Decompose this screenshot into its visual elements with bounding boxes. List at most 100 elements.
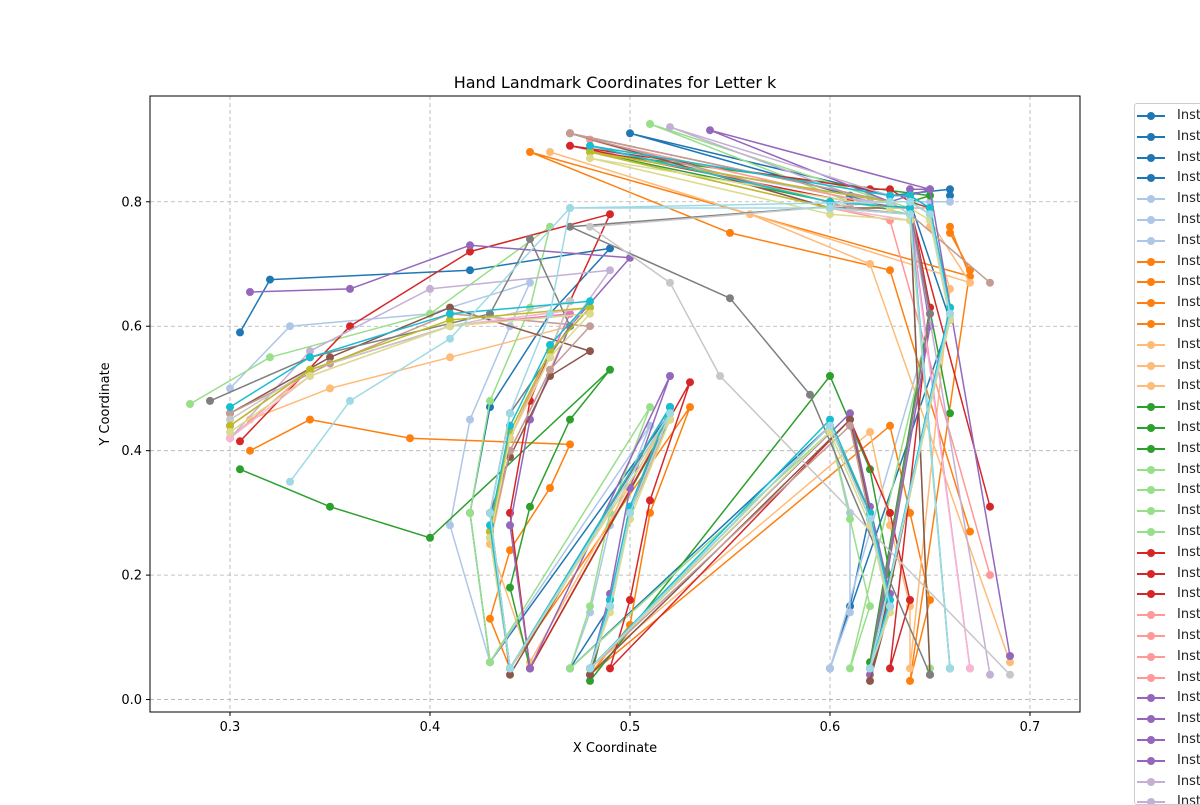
data-point	[486, 521, 494, 530]
data-point	[646, 496, 654, 505]
legend-item: Inst	[1135, 772, 1200, 792]
legend-item: Inst	[1135, 626, 1200, 646]
data-point	[246, 288, 254, 296]
legend-label: Inst	[1177, 440, 1200, 456]
data-point	[686, 403, 694, 412]
data-point	[226, 428, 234, 436]
data-point	[906, 210, 914, 219]
data-point	[946, 228, 954, 237]
legend-label: Inst	[1177, 399, 1200, 415]
series-line	[249, 151, 1011, 670]
data-point	[946, 664, 954, 673]
data-point	[846, 608, 854, 617]
legend-label: Inst	[1177, 794, 1200, 805]
legend-label: Inst	[1177, 565, 1200, 581]
data-point	[886, 602, 894, 611]
data-point	[526, 664, 534, 673]
legend-item: Inst	[1135, 376, 1200, 396]
legend-label: Inst	[1177, 752, 1200, 768]
data-point	[526, 502, 534, 511]
data-point	[706, 126, 714, 135]
series-18	[226, 141, 954, 673]
data-point	[326, 384, 334, 393]
data-point	[226, 434, 234, 443]
series-line	[239, 145, 991, 670]
data-point	[566, 297, 574, 306]
legend-marker-swatch	[1147, 694, 1155, 703]
legend-item: Inst	[1135, 210, 1200, 230]
data-point	[426, 284, 434, 293]
legend-label: Inst	[1177, 378, 1200, 394]
legend-label: Inst	[1177, 274, 1200, 290]
data-point	[606, 210, 614, 219]
data-point	[486, 508, 494, 517]
data-point	[846, 515, 854, 524]
data-point	[566, 664, 574, 673]
data-point	[466, 247, 474, 256]
data-point	[236, 465, 244, 474]
legend-item: Inst	[1135, 252, 1200, 272]
data-point	[546, 365, 554, 374]
data-point	[946, 409, 954, 418]
data-point	[826, 372, 834, 380]
data-point	[526, 278, 534, 287]
legend-label: Inst	[1177, 482, 1200, 498]
legend-marker-swatch	[1147, 174, 1155, 183]
legend-marker-swatch	[1147, 299, 1155, 308]
data-point	[326, 502, 334, 511]
data-point	[306, 347, 314, 356]
y-axis-label: Y Coordinate	[98, 362, 113, 446]
data-point	[646, 403, 654, 412]
legend-item: Inst	[1135, 439, 1200, 459]
data-point	[886, 421, 894, 430]
data-point	[606, 664, 614, 673]
data-point	[1006, 670, 1014, 679]
legend-item: Inst	[1135, 335, 1200, 355]
legend-item: Inst	[1135, 647, 1200, 667]
series-line	[249, 151, 971, 682]
data-point	[926, 185, 934, 194]
data-point	[986, 278, 994, 287]
legend-label: Inst	[1177, 316, 1200, 331]
data-point	[586, 148, 594, 156]
data-point	[426, 533, 434, 542]
data-point	[966, 527, 974, 536]
legend-label: Inst	[1177, 295, 1200, 311]
data-point	[666, 123, 674, 132]
data-point	[446, 316, 454, 324]
data-point	[266, 353, 274, 362]
data-point	[886, 508, 894, 517]
legend-marker-swatch	[1147, 486, 1155, 495]
legend-marker-swatch	[1147, 403, 1155, 412]
data-point	[986, 571, 994, 580]
data-point	[286, 322, 294, 331]
data-point	[506, 521, 514, 530]
data-point	[346, 322, 354, 331]
data-point	[906, 676, 914, 685]
series-line	[229, 132, 991, 670]
data-point	[586, 303, 594, 312]
data-point	[546, 353, 554, 362]
data-point	[586, 670, 594, 679]
data-point	[506, 670, 514, 679]
data-point	[506, 409, 514, 418]
data-point	[966, 278, 974, 287]
legend-label: Inst	[1177, 711, 1200, 727]
y-tick-label: 0.8	[121, 195, 142, 210]
data-point	[846, 415, 854, 424]
data-point	[306, 365, 314, 374]
data-point	[546, 340, 554, 349]
data-point	[886, 664, 894, 673]
legend-marker-swatch	[1147, 444, 1155, 453]
data-point	[486, 396, 494, 405]
legend-label: Inst	[1177, 524, 1200, 539]
data-point	[626, 508, 634, 517]
legend-marker-swatch	[1147, 153, 1155, 162]
data-point	[716, 372, 724, 380]
data-point	[586, 322, 594, 331]
data-point	[226, 384, 234, 393]
data-point	[526, 148, 534, 156]
data-point	[466, 508, 474, 517]
data-point	[726, 228, 734, 237]
